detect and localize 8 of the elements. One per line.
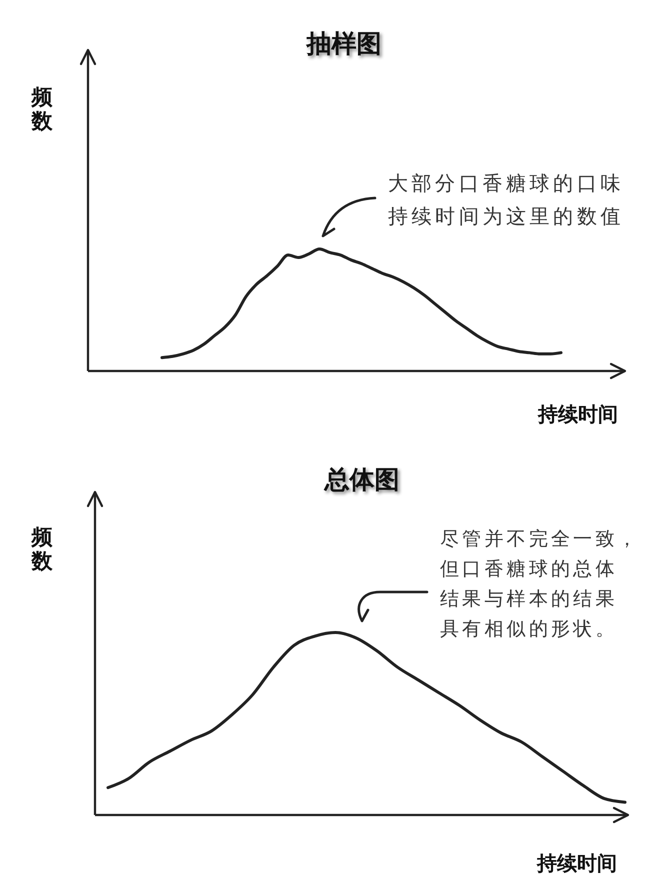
annotation: 尽管并不完全一致，但口香糖球的总体结果与样本的结果具有相似的形状。 <box>440 527 640 642</box>
y-axis-title: 频数 <box>30 525 54 573</box>
chart-title: 总体图 <box>324 465 400 494</box>
x-axis-title: 持续时间 <box>538 402 618 426</box>
x-axis-title: 持续时间 <box>537 851 617 875</box>
chart-title: 抽样图 <box>306 29 382 58</box>
y-axis-title: 频数 <box>30 85 54 133</box>
text: 大部分口香糖球的口味持续时间为这里的数值 <box>388 170 624 230</box>
